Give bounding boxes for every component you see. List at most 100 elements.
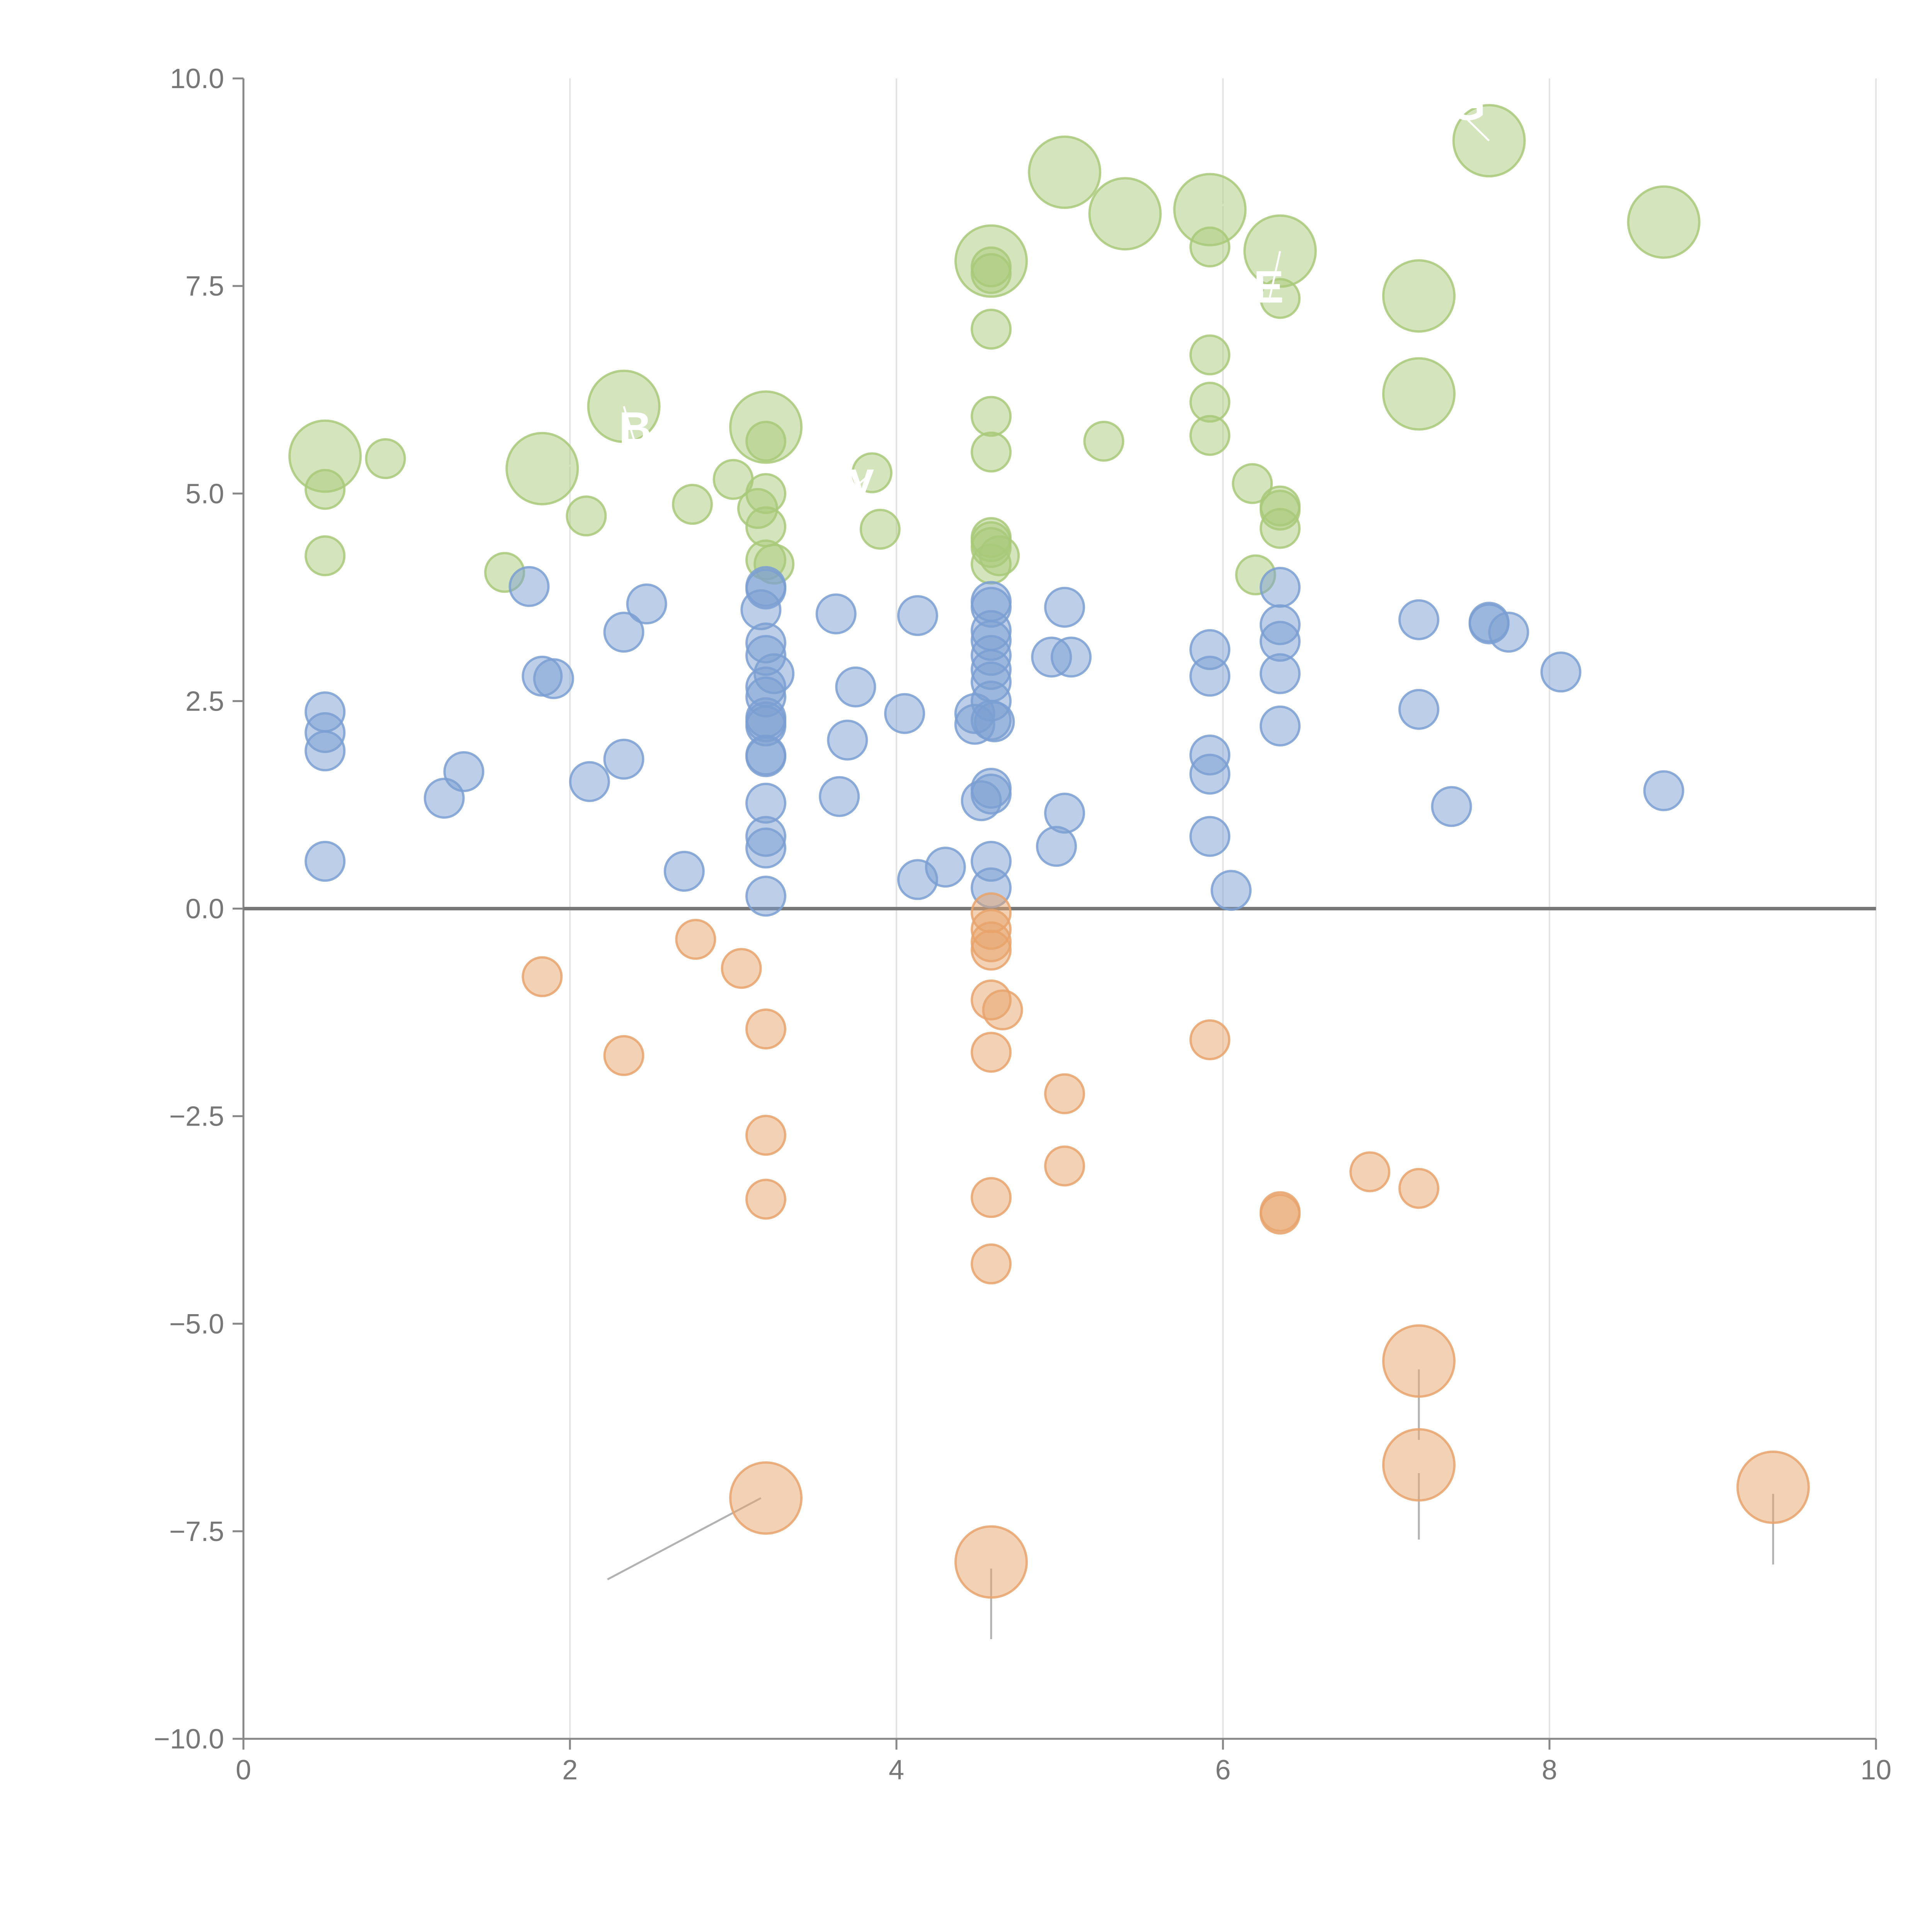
blue-point-51	[974, 701, 1015, 743]
orange-point-7	[729, 1461, 803, 1535]
blue-point-73	[1398, 689, 1439, 730]
blue-point-5	[443, 751, 485, 792]
blue-point-3	[304, 841, 346, 882]
blue-point-8	[533, 658, 574, 699]
blue-point-79	[1643, 770, 1684, 811]
blue-point-6	[509, 566, 550, 607]
annotation-connector-0	[1467, 119, 1490, 141]
annotation-connector-3	[847, 472, 873, 495]
blue-point-26	[745, 736, 786, 777]
green-point-48	[1627, 185, 1701, 259]
blue-point-58	[1051, 636, 1092, 678]
green-point-44	[1259, 508, 1301, 549]
green-point-2	[304, 535, 346, 577]
green-point-37	[1189, 415, 1231, 456]
y-tick-label-7: 7.5	[185, 271, 224, 302]
green-point-6	[566, 495, 607, 537]
y-tick-label-6: 5.0	[185, 478, 224, 509]
blue-point-33	[827, 719, 868, 761]
green-point-46	[1382, 357, 1456, 431]
blue-point-62	[1189, 655, 1231, 697]
orange-point-26	[1382, 1428, 1456, 1502]
blue-point-78	[1540, 651, 1582, 693]
green-point-41	[1259, 278, 1301, 319]
annotation-label-3: oy	[821, 452, 874, 503]
orange-point-14	[971, 1032, 1012, 1073]
blue-point-71	[1259, 705, 1301, 747]
orange-point-0	[522, 956, 563, 997]
orange-point-11	[971, 929, 1012, 971]
y-tick-label-4: 0.0	[185, 894, 224, 925]
blue-point-66	[1211, 870, 1252, 911]
annotation-connector-2	[623, 406, 636, 444]
blue-point-64	[1189, 753, 1231, 795]
orange-point-2	[675, 918, 716, 960]
green-point-21	[971, 253, 1012, 294]
x-tick-label-5: 10	[1861, 1755, 1891, 1786]
x-tick-label-0: 0	[236, 1755, 251, 1786]
annotation-label-1: E	[1253, 262, 1284, 313]
green-point-45	[1382, 259, 1456, 333]
green-point-32	[1088, 177, 1162, 251]
blue-point-67	[1259, 567, 1301, 608]
blue-point-34	[835, 666, 876, 707]
blue-point-29	[745, 827, 786, 869]
y-tick-label-0: −10.0	[154, 1724, 224, 1755]
orange-point-23	[1349, 1151, 1391, 1192]
y-tick-label-5: 2.5	[185, 686, 224, 717]
blue-point-11	[603, 738, 645, 780]
annotations: G E Boy	[619, 79, 1490, 503]
green-point-35	[1189, 334, 1231, 376]
annotation-connector-1	[1267, 251, 1281, 303]
orange-point-13	[982, 989, 1023, 1031]
green-point-3	[365, 438, 406, 480]
x-tick-label-2: 4	[889, 1755, 904, 1786]
green-point-12	[745, 420, 786, 462]
green-point-34	[1189, 226, 1231, 268]
leader-lines	[324, 135, 1774, 1639]
orange-point-1	[603, 1035, 645, 1076]
blue-point-2	[304, 730, 346, 772]
blue-point-35	[884, 693, 925, 734]
orange-point-22	[1259, 1194, 1301, 1235]
blue-point-16	[745, 568, 786, 610]
blue-point-30	[745, 876, 786, 917]
orange-point-19	[1044, 1145, 1085, 1187]
green-point-1	[304, 469, 346, 510]
blue-point-9	[569, 761, 610, 802]
orange-point-6	[745, 1179, 786, 1220]
orange-point-27	[1736, 1451, 1810, 1524]
orange-point-18	[1044, 1073, 1085, 1114]
green-point-38	[1232, 463, 1273, 504]
green-point-23	[971, 396, 1012, 437]
green-point-31	[1083, 420, 1124, 462]
y-tick-label-2: −5.0	[169, 1309, 224, 1340]
orange-point-25	[1382, 1324, 1456, 1398]
green-point-18	[859, 509, 901, 550]
orange-point-16	[971, 1243, 1012, 1285]
blue-point-60	[1036, 826, 1077, 867]
orange-point-3	[721, 948, 762, 989]
blue-point-38	[925, 847, 966, 888]
orange-point-24	[1398, 1168, 1439, 1209]
x-tick-label-1: 2	[562, 1755, 578, 1786]
blue-point-32	[819, 776, 860, 817]
blue-point-36	[897, 595, 938, 636]
blue-point-77	[1488, 612, 1529, 653]
y-tick-label-1: −7.5	[169, 1516, 224, 1547]
green-point-30	[1028, 135, 1102, 209]
blue-point-12	[626, 583, 667, 625]
blue-point-13	[663, 850, 705, 892]
y-tick-label-3: −2.5	[169, 1101, 224, 1132]
blue-point-57	[1044, 587, 1085, 628]
blue-point-72	[1398, 599, 1439, 640]
orange-point-4	[745, 1009, 786, 1050]
orange-point-17	[954, 1525, 1028, 1599]
blue-point-53	[971, 774, 1012, 815]
green-point-24	[971, 431, 1012, 473]
orange-point-5	[745, 1115, 786, 1156]
x-tick-label-3: 6	[1215, 1755, 1231, 1786]
blue-point-70	[1259, 653, 1301, 694]
